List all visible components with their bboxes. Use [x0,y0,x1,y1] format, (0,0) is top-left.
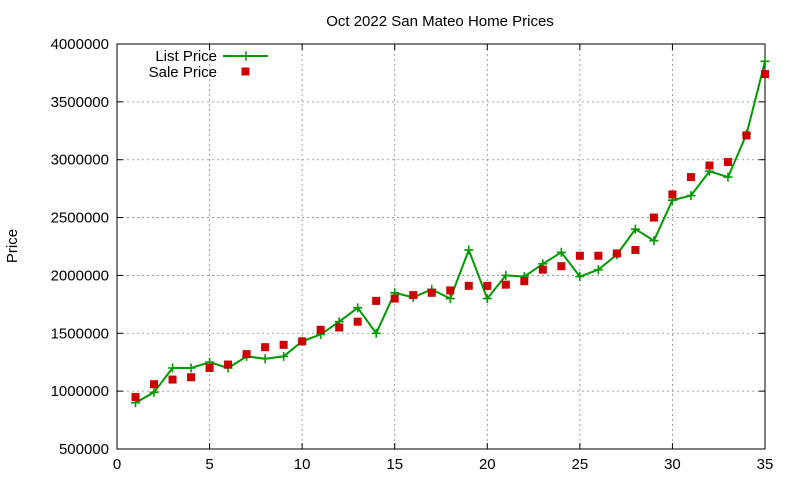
sale-price-point [168,375,177,384]
sale-price-point [594,251,603,260]
sale-price-point [316,325,325,334]
list-price-line [135,61,766,404]
sale-price-point [205,364,214,372]
x-tick-label: 0 [113,456,121,473]
x-tick-label: 30 [664,456,681,473]
list-price-point [575,272,585,282]
sale-price-point [446,286,455,295]
sale-price-point [427,288,436,297]
sale-price-point [261,343,270,352]
x-tick-label: 5 [205,456,213,473]
sale-price-point [279,340,288,349]
y-tick-label: 1500000 [51,325,109,342]
axis-ticks: 0 5 10 15 20 25 30 35 500000 1000000 1500000 200000… [51,36,774,473]
x-tick-label: 20 [479,456,496,473]
list-price-point [371,328,381,338]
sale-price-point [538,265,547,274]
y-axis-label: Price [4,229,21,263]
y-tick-label: 1000000 [51,383,109,400]
sale-price-point [612,249,621,258]
list-price-point [279,351,289,361]
sale-price-point [742,131,751,140]
sale-price-point [649,213,658,222]
sale-price-point [557,262,566,271]
sale-price-point [686,173,695,182]
y-tick-label: 3500000 [51,94,109,111]
list-price-point [353,303,363,313]
sale-price-point [372,296,381,305]
chart-title: Oct 2022 San Mateo Home Prices [326,13,554,30]
sale-price-point [723,158,732,167]
list-price-point [649,236,659,246]
legend-label-sale-price: Sale Price [149,64,217,81]
x-tick-label: 10 [294,456,311,473]
list-price-point [186,363,196,373]
list-price-point [723,172,733,182]
sale-price-point [298,337,307,346]
list-price-point [556,247,566,257]
plot-frame [116,43,766,450]
list-price-point [445,294,455,304]
sale-price-point [150,380,159,389]
sale-price-point [224,360,233,369]
sale-price-point [501,280,510,289]
sale-price-point [761,70,769,79]
y-tick-label: 500000 [59,441,109,458]
y-tick-label: 2500000 [51,210,109,227]
x-tick-label: 25 [572,456,589,473]
sale-price-point [575,251,584,260]
list-price-point [630,224,640,234]
sale-price-point [242,350,251,359]
y-tick-label: 3000000 [51,152,109,169]
sale-price-point [409,291,418,300]
list-price-point [168,363,178,373]
list-price-point [593,265,603,275]
legend-marker-sale-price [241,67,250,76]
grid-lines [117,44,765,449]
list-price-point [482,294,492,304]
sale-price-point [353,317,362,326]
legend-label-list-price: List Price [155,48,217,65]
legend-marker-list-price [241,51,251,61]
list-price-point [686,191,696,201]
sale-price-point [390,294,399,303]
sale-price-point [705,161,714,170]
list-price-point [501,270,511,280]
list-price-point [760,56,770,66]
y-tick-label: 4000000 [51,36,109,53]
legend: List Price Sale Price [149,48,268,81]
list-price-point [464,245,474,255]
sale-price-point [335,323,344,332]
sale-price-point [131,392,140,401]
sale-price-point [464,281,473,290]
x-tick-label: 35 [757,456,774,473]
sale-price-point [631,245,640,254]
sale-price-point [187,373,196,382]
series-layer [131,56,770,408]
y-tick-label: 2000000 [51,267,109,284]
x-tick-label: 15 [386,456,403,473]
sale-price-point [520,277,529,286]
sale-price-point [668,190,677,199]
list-price-point [149,387,159,397]
list-price-point [260,354,270,364]
sale-price-point [483,281,492,290]
